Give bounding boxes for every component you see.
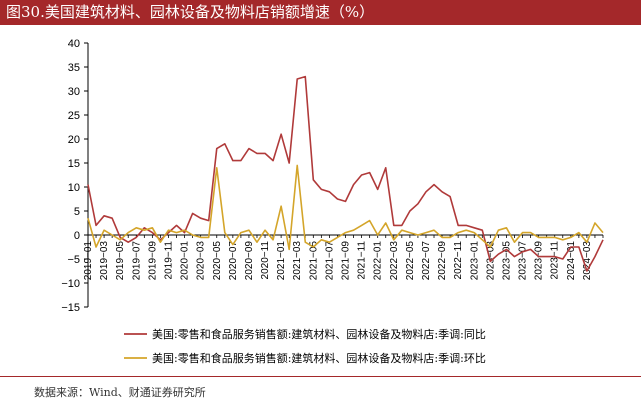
- legend: 美国:零售和食品服务销售额:建筑材料、园林设备及物料店:季调:同比美国:零售和食…: [124, 327, 486, 365]
- x-tick-label: 2019−11: [163, 241, 174, 280]
- x-tick-label: 2021−05: [308, 241, 319, 281]
- x-tick-label: 2021−09: [341, 241, 352, 281]
- x-tick-label: 2019−03: [99, 241, 110, 281]
- x-tick-label: 2023−05: [501, 241, 512, 281]
- x-tick-label: 2020−07: [228, 241, 239, 281]
- x-tick-label: 2019−01: [83, 241, 94, 281]
- x-tick-label: 2023−01: [469, 241, 480, 281]
- y-tick-label: −15: [61, 302, 80, 314]
- y-tick-label: 5: [74, 206, 80, 218]
- x-tick-label: 2020−09: [244, 241, 255, 281]
- x-tick-label: 2021−07: [324, 241, 335, 281]
- x-tick-label: 2024−01: [566, 241, 577, 281]
- legend-label: 美国:零售和食品服务销售额:建筑材料、园林设备及物料店:季调:同比: [152, 327, 486, 341]
- x-tick-label: 2022−03: [389, 241, 400, 281]
- x-tick-label: 2021−11: [357, 241, 368, 280]
- x-tick-label: 2021−03: [292, 241, 303, 281]
- y-tick-label: −5: [67, 254, 80, 266]
- series-line-yoy: [87, 75, 604, 272]
- x-tick-label: 2022−05: [405, 241, 416, 281]
- legend-label: 美国:零售和食品服务销售额:建筑材料、园林设备及物料店:季调:环比: [152, 351, 486, 365]
- x-tick-label: 2020−01: [180, 241, 191, 281]
- x-tick-label: 2022−09: [437, 241, 448, 281]
- x-tick-label: 2022−01: [373, 241, 384, 281]
- x-tick-label: 2023−07: [518, 241, 529, 281]
- x-tick-label: 2020−05: [212, 241, 223, 281]
- x-tick-label: 2019−05: [115, 241, 126, 281]
- y-axis: −15 −10 −5 0 5 10 15 20 25 30 35 40: [61, 38, 89, 314]
- y-tick-label: 10: [68, 182, 80, 194]
- x-tick-label: 2022−07: [421, 241, 432, 281]
- x-tick-label: 2023−09: [534, 241, 545, 281]
- figure-title: 图30.美国建筑材料、园林设备及物料店销额增速（%）: [6, 3, 375, 21]
- y-tick-label: 35: [68, 62, 80, 74]
- y-tick-label: 40: [68, 38, 80, 50]
- title-bar: 图30.美国建筑材料、园林设备及物料店销额增速（%）: [0, 0, 641, 25]
- y-tick-label: 30: [68, 86, 80, 98]
- x-tick-label: 2019−07: [131, 241, 142, 281]
- y-tick-label: −10: [61, 278, 80, 290]
- x-tick-label: 2019−09: [147, 241, 158, 281]
- x-tick-label: 2022−11: [453, 241, 464, 280]
- source-note: 数据来源：Wind、财通证券研究所: [34, 386, 206, 399]
- x-tick-label: 2020−11: [260, 241, 271, 280]
- y-tick-label: 15: [68, 158, 80, 170]
- x-tick-label: 2020−03: [196, 241, 207, 281]
- series-line-mom: [87, 164, 604, 251]
- y-tick-label: 20: [68, 134, 80, 146]
- x-tick-label: 2024−03: [582, 241, 593, 281]
- source-divider: [0, 376, 641, 377]
- y-tick-label: 0: [74, 230, 80, 242]
- series-layer: [87, 75, 604, 272]
- y-tick-label: 25: [68, 110, 80, 122]
- x-tick-label: 2023−11: [550, 241, 561, 280]
- x-tick-label: 2021−01: [276, 241, 287, 281]
